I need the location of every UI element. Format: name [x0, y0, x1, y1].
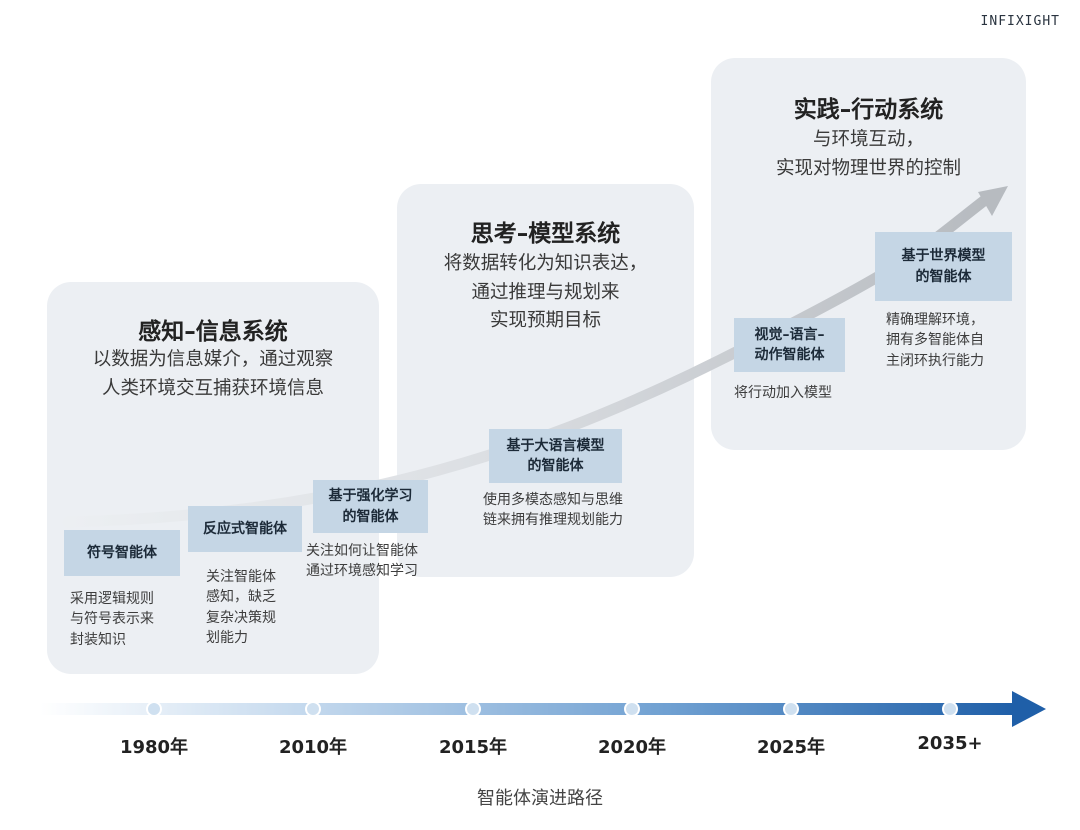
stage-desc-rl: 关注如何让智能体 通过环境感知学习 — [306, 541, 418, 582]
stage-tag-vla: 视觉–语言– 动作智能体 — [734, 318, 845, 372]
stage-desc-symbolic: 采用逻辑规则 与符号表示来 封装知识 — [70, 589, 154, 650]
stage-desc-line: 复杂决策规 — [206, 609, 276, 626]
panel-title: 实践–行动系统 — [793, 97, 944, 123]
timeline-node — [305, 701, 321, 717]
panel-desc-line: 人类环境交互捕获环境信息 — [101, 377, 324, 399]
stage-desc-line: 封装知识 — [70, 631, 126, 648]
growth-arrow-head — [978, 186, 1008, 216]
panel-description: 将数据转化为知识表达， 通过推理与规划来 实现预期目标 — [397, 250, 694, 336]
stage-label: 基于强化学习 — [328, 488, 413, 505]
stage-tag-reactive: 反应式智能体 — [188, 506, 302, 552]
panel-desc-line: 通过推理与规划来 — [471, 281, 620, 303]
stage-desc-world-model: 精确理解环境， 拥有多智能体自 主闭环执行能力 — [886, 310, 984, 371]
panel-title: 思考–模型系统 — [470, 221, 621, 247]
year-label: 1980年 — [119, 737, 189, 758]
stage-label: 的智能体 — [527, 458, 584, 474]
stage-tag-llm: 基于大语言模型 的智能体 — [489, 429, 622, 483]
stage-label: 基于大语言模型 — [506, 437, 605, 454]
timeline-node — [942, 701, 958, 717]
panel-desc-line: 实现对物理世界的控制 — [775, 157, 961, 179]
stage-desc-line: 通过环境感知学习 — [306, 563, 418, 580]
stage-label: 动作智能体 — [754, 347, 825, 363]
stage-desc-line: 主闭环执行能力 — [886, 352, 984, 369]
timeline-node — [783, 701, 799, 717]
stage-tag-rl: 基于强化学习 的智能体 — [313, 480, 428, 533]
panel-desc-line: 与环境互动， — [812, 129, 924, 150]
timeline-node — [146, 701, 162, 717]
year-label: 2035+ — [917, 733, 983, 754]
stage-desc-vla: 将行动加入模型 — [734, 383, 832, 403]
timeline-node — [465, 701, 481, 717]
stage-label: 的智能体 — [915, 268, 972, 285]
stage-desc-line: 链来拥有推理规划能力 — [483, 512, 623, 529]
stage-desc-line: 感知，缺乏 — [206, 589, 276, 606]
stage-desc-line: 与符号表示来 — [70, 611, 154, 628]
stage-label: 的智能体 — [342, 508, 399, 525]
stage-desc-line: 划能力 — [206, 629, 248, 646]
stage-desc-line: 关注智能体 — [206, 569, 276, 585]
brand-logo: INFIXIGHT — [980, 14, 1060, 29]
figure-caption: 智能体演进路径 — [477, 788, 603, 809]
panel-thinking: 思考–模型系统 将数据转化为知识表达， 通过推理与规划来 实现预期目标 — [397, 184, 694, 577]
timeline-arrow-head — [1012, 691, 1046, 727]
stage-desc-line: 使用多模态感知与思维 — [483, 492, 623, 508]
timeline-bar — [40, 691, 1046, 727]
stage-label: 视觉–语言– — [754, 326, 825, 343]
stage-desc-line: 精确理解环境， — [886, 312, 984, 328]
stage-tag-world-model: 基于世界模型 的智能体 — [875, 232, 1012, 301]
panel-description: 与环境互动， 实现对物理世界的控制 — [711, 126, 1026, 183]
stage-desc-line: 将行动加入模型 — [734, 385, 832, 401]
timeline-node — [624, 701, 640, 717]
stage-desc-llm: 使用多模态感知与思维 链来拥有推理规划能力 — [483, 490, 623, 531]
panel-title: 感知–信息系统 — [138, 319, 288, 345]
stage-label: 符号智能体 — [87, 544, 157, 561]
panel-description: 以数据为信息媒介，通过观察 人类环境交互捕获环境信息 — [47, 346, 379, 403]
year-label: 2015年 — [438, 737, 508, 758]
stage-tag-symbolic: 符号智能体 — [64, 530, 180, 576]
panel-perception: 感知–信息系统 以数据为信息媒介，通过观察 人类环境交互捕获环境信息 — [47, 282, 379, 674]
year-label: 2020年 — [597, 737, 667, 758]
stage-desc-line: 采用逻辑规则 — [70, 591, 154, 607]
stage-label: 基于世界模型 — [901, 248, 986, 265]
year-label: 2025年 — [756, 737, 826, 758]
stage-desc-line: 关注如何让智能体 — [306, 543, 418, 559]
year-label: 2010年 — [278, 737, 348, 758]
panel-desc-line: 实现预期目标 — [489, 310, 601, 332]
stage-desc-line: 拥有多智能体自 — [886, 332, 984, 349]
panel-desc-line: 以数据为信息媒介，通过观察 — [92, 349, 334, 370]
stage-desc-reactive: 关注智能体 感知，缺乏 复杂决策规 划能力 — [206, 567, 276, 648]
panel-desc-line: 将数据转化为知识表达， — [443, 253, 648, 274]
stage-label: 反应式智能体 — [203, 520, 287, 537]
